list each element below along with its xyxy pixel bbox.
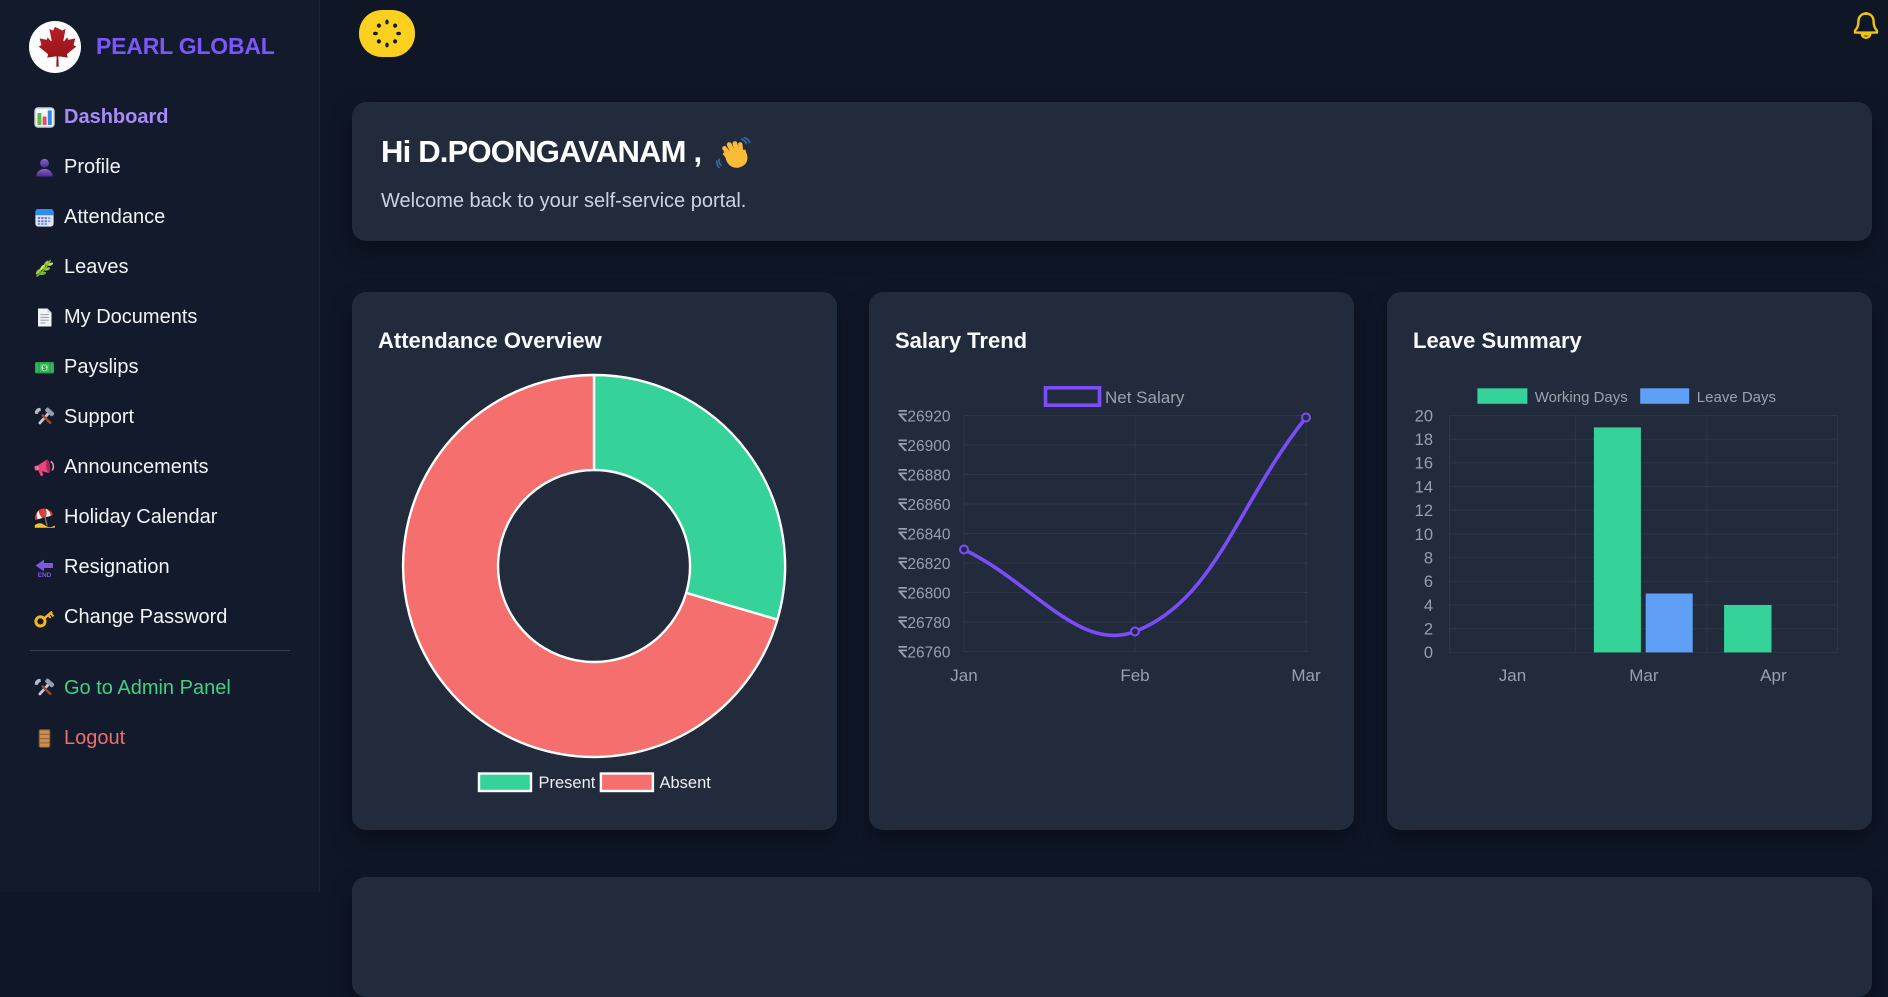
svg-text:20: 20 (1415, 407, 1433, 425)
svg-text:18: 18 (1415, 431, 1433, 449)
svg-text:Apr: Apr (1760, 666, 1787, 685)
svg-text:Jan: Jan (950, 666, 977, 685)
svg-text:14: 14 (1415, 478, 1433, 496)
svg-text:4: 4 (1424, 597, 1433, 615)
svg-text:Leave Days: Leave Days (1697, 389, 1776, 406)
svg-text:26880: 26880 (907, 467, 950, 484)
svg-text:$: $ (43, 365, 47, 372)
svg-text:26820: 26820 (907, 556, 950, 573)
svg-text:Jan: Jan (1499, 666, 1526, 685)
svg-text:END: END (38, 571, 52, 577)
svg-text:26920: 26920 (907, 408, 950, 425)
svg-text:Net Salary: Net Salary (1105, 388, 1185, 407)
svg-text:26840: 26840 (907, 526, 950, 543)
svg-text:6: 6 (1424, 573, 1433, 591)
svg-text:2: 2 (1424, 621, 1433, 639)
svg-text:10: 10 (1415, 526, 1433, 544)
svg-text:12: 12 (1415, 502, 1433, 520)
svg-text:26760: 26760 (907, 644, 950, 661)
svg-text:Mar: Mar (1629, 666, 1659, 685)
svg-text:26860: 26860 (907, 497, 950, 514)
svg-text:Mar: Mar (1291, 666, 1321, 685)
svg-text:26800: 26800 (907, 585, 950, 602)
svg-text:Working Days: Working Days (1535, 389, 1628, 406)
svg-text:16: 16 (1415, 455, 1433, 473)
svg-text:Absent: Absent (660, 774, 712, 792)
svg-text:Feb: Feb (1120, 666, 1149, 685)
svg-text:Present: Present (539, 774, 596, 792)
svg-text:8: 8 (1424, 549, 1433, 567)
svg-text:26900: 26900 (907, 438, 950, 455)
svg-text:0: 0 (1424, 644, 1433, 662)
svg-text:26780: 26780 (907, 615, 950, 632)
